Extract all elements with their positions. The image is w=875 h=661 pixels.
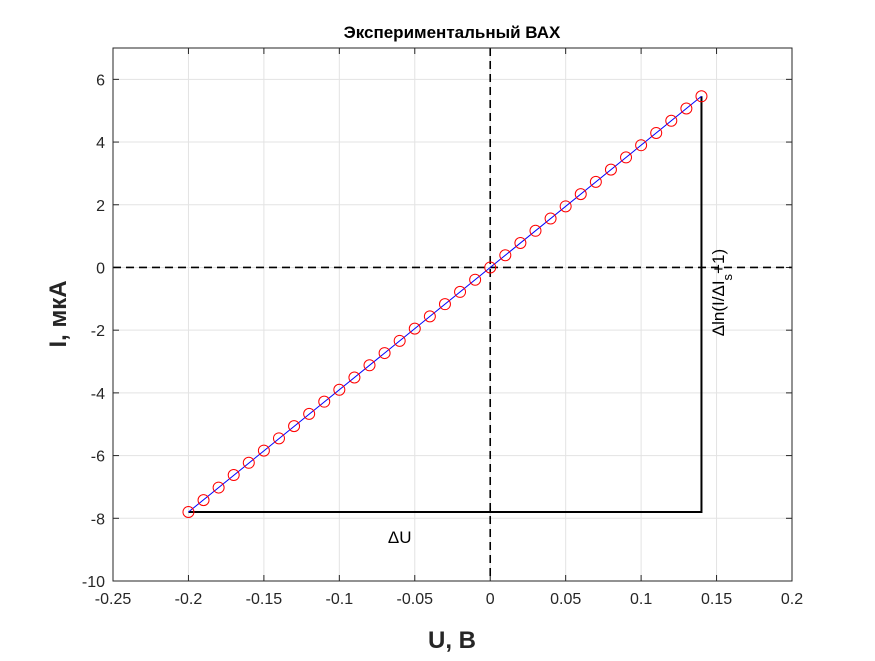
- data-point: [242, 456, 255, 469]
- data-point: [635, 139, 648, 152]
- data-point: [514, 237, 527, 250]
- fit-line: [188, 95, 702, 513]
- data-point: [680, 102, 693, 115]
- data-point: [574, 188, 587, 201]
- data-point: [665, 114, 678, 127]
- y-tick-label: -2: [91, 323, 105, 340]
- data-point: [348, 371, 361, 384]
- data-point: [393, 334, 406, 347]
- x-axis-label: U, В: [428, 627, 476, 654]
- data-point: [438, 298, 451, 311]
- data-point: [484, 261, 497, 274]
- y-tick-label: -8: [91, 511, 105, 528]
- data-point: [695, 90, 708, 103]
- delta-ln-annotation: Δln(I/ΔIs+1): [709, 249, 735, 336]
- data-point: [318, 395, 331, 408]
- data-point: [604, 163, 617, 176]
- data-point: [378, 347, 391, 360]
- y-tick-label: 2: [96, 198, 105, 215]
- x-tick-label: 0.2: [781, 591, 803, 608]
- data-markers-series: [182, 90, 708, 519]
- triangle-legs: [188, 96, 703, 514]
- annotation-triangle: [188, 96, 703, 514]
- x-tick-label: -0.15: [246, 591, 283, 608]
- x-tick-label: 0: [486, 591, 495, 608]
- data-point: [620, 151, 633, 164]
- delta-u-annotation: ΔU: [388, 528, 412, 547]
- y-tick-label: -10: [82, 574, 105, 591]
- data-point: [227, 469, 240, 482]
- data-point: [469, 273, 482, 286]
- y-tick-label: 0: [96, 260, 105, 277]
- data-point: [499, 249, 512, 262]
- data-point: [182, 506, 195, 519]
- axes-box: [112, 47, 793, 582]
- x-tick-label: -0.05: [397, 591, 434, 608]
- data-point: [408, 322, 421, 335]
- data-point: [589, 175, 602, 188]
- y-tick-label: 6: [96, 72, 105, 89]
- data-point: [333, 383, 346, 396]
- data-point: [650, 126, 663, 139]
- reference-lines: [113, 48, 792, 581]
- chart-title: Экспериментальный ВАХ: [344, 23, 561, 42]
- y-tick-labels: -10 -8 -6 -4 -2 0 2 4 6: [82, 72, 105, 591]
- x-tick-labels: -0.25 -0.2 -0.15 -0.1 -0.05 0 0.05 0.1 0.15 0.2: [95, 591, 803, 608]
- x-tick-label: -0.25: [95, 591, 132, 608]
- data-point: [454, 285, 467, 298]
- data-point: [544, 212, 557, 225]
- data-point: [212, 481, 225, 494]
- y-tick-label: -6: [91, 449, 105, 466]
- data-point: [529, 224, 542, 237]
- data-point: [288, 420, 301, 433]
- x-tick-label: -0.2: [175, 591, 203, 608]
- x-tick-label: 0.1: [630, 591, 652, 608]
- delta-ln-suffix: +1): [709, 249, 728, 274]
- x-tick-label: 0.15: [701, 591, 732, 608]
- fit-line-series: [188, 95, 702, 513]
- x-tick-label: 0.05: [550, 591, 581, 608]
- data-point: [559, 200, 572, 213]
- y-tick-label: -4: [91, 386, 105, 403]
- data-point: [423, 310, 436, 323]
- delta-ln-prefix: Δln(I/ΔI: [709, 280, 728, 336]
- y-axis-label: I, мкА: [45, 280, 72, 347]
- data-point: [303, 407, 316, 420]
- delta-ln-subscript: s: [720, 273, 735, 280]
- data-point: [363, 359, 376, 372]
- plot-area-background: [113, 48, 792, 581]
- data-point: [272, 432, 285, 445]
- data-point: [257, 444, 270, 457]
- data-point: [197, 494, 210, 507]
- y-tick-label: 4: [96, 135, 105, 152]
- x-tick-label: -0.1: [326, 591, 354, 608]
